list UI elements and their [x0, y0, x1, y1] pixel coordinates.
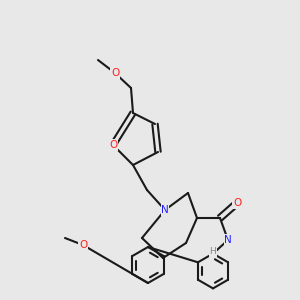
Text: O: O	[109, 140, 117, 150]
Text: N: N	[224, 235, 232, 245]
Text: O: O	[79, 240, 87, 250]
Text: N: N	[161, 205, 169, 215]
Text: O: O	[111, 68, 119, 78]
Text: H: H	[210, 248, 216, 256]
Text: O: O	[233, 198, 241, 208]
